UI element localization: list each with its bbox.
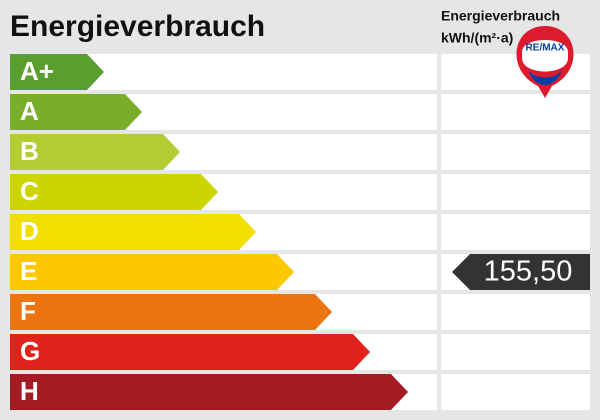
value-indicator — [452, 254, 590, 290]
balloon-bottom — [528, 70, 562, 85]
class-arrow — [10, 214, 256, 250]
class-label: G — [20, 336, 40, 366]
class-label: A — [20, 96, 39, 126]
row-right — [441, 334, 590, 370]
class-arrow — [10, 134, 180, 170]
class-arrow — [10, 174, 218, 210]
class-label: E — [20, 256, 37, 286]
class-arrow — [10, 374, 408, 410]
class-arrow — [10, 94, 142, 130]
row-right — [441, 214, 590, 250]
row-right — [441, 174, 590, 210]
class-arrow — [10, 294, 332, 330]
column-title: Energieverbrauch — [441, 8, 560, 24]
class-label: A+ — [20, 56, 54, 86]
row-right — [441, 374, 590, 410]
class-label: C — [20, 176, 39, 206]
class-label: F — [20, 296, 36, 326]
class-label: B — [20, 136, 39, 166]
row-right — [441, 134, 590, 170]
class-arrow — [10, 254, 294, 290]
row-right — [441, 294, 590, 330]
title: Energieverbrauch — [10, 10, 265, 43]
logo-text: RE/MAX — [526, 43, 565, 54]
class-arrow — [10, 334, 370, 370]
class-arrow — [10, 54, 104, 90]
row-right — [441, 94, 590, 130]
class-label: H — [20, 376, 39, 406]
value-text: 155,50 — [484, 256, 573, 288]
logo: RE/MAX — [516, 26, 574, 98]
column-unit: kWh/(m²·a) — [441, 30, 513, 46]
balloon-band — [522, 40, 568, 72]
class-label: D — [20, 216, 39, 246]
